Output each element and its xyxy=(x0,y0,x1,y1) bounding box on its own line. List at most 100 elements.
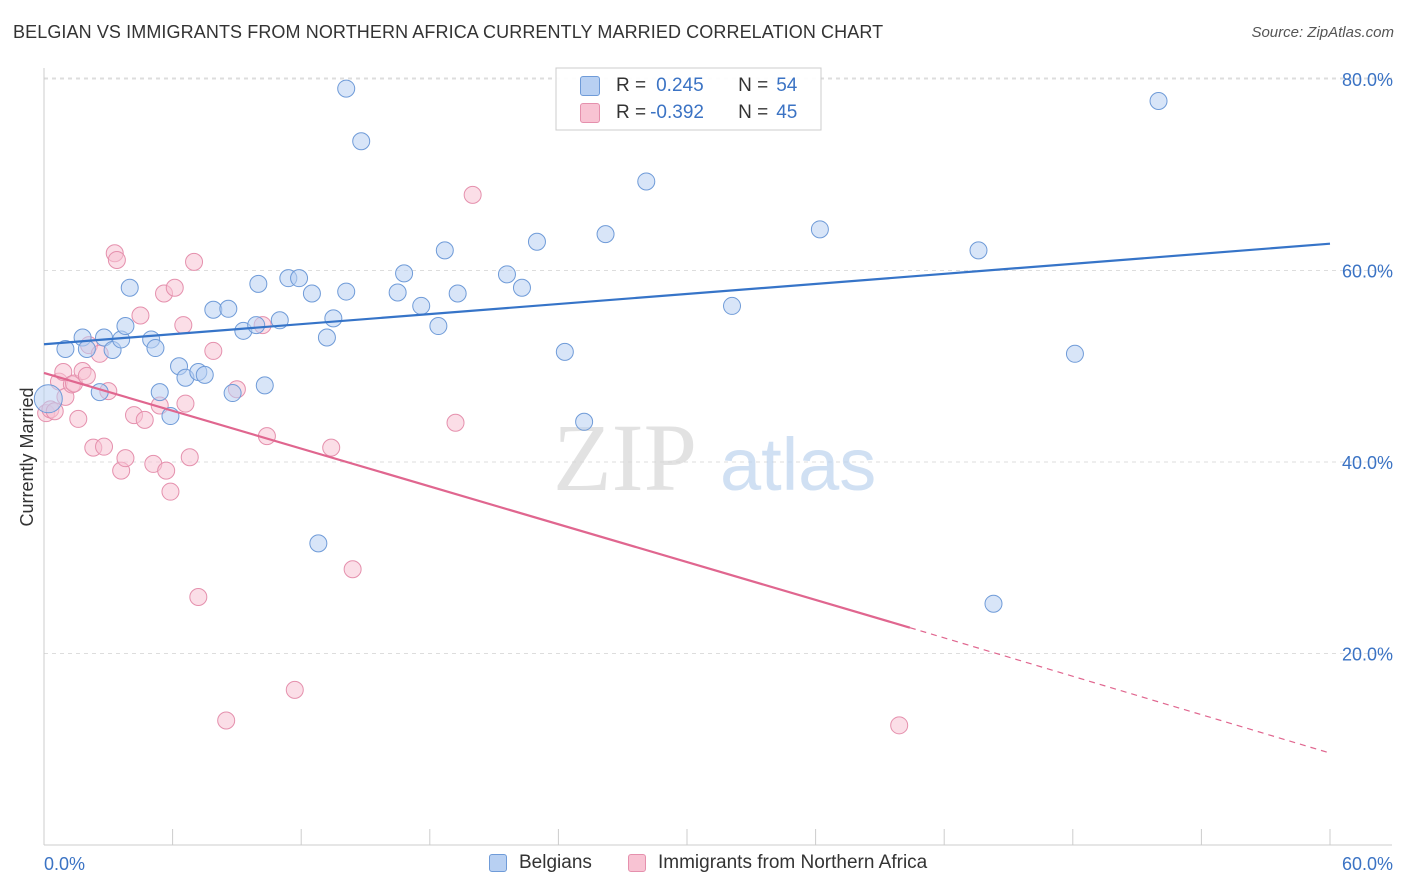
series-belgians-points xyxy=(33,79,1168,613)
belgian-point xyxy=(146,339,165,358)
belgian-point xyxy=(527,232,546,251)
belgian-point xyxy=(395,264,414,283)
gridlines xyxy=(44,77,1392,654)
belgian-point xyxy=(116,317,135,336)
belgian-point xyxy=(448,284,467,303)
belgian-point xyxy=(596,225,615,244)
x-axis-tick-labels: 0.0% 60.0% xyxy=(44,854,1393,874)
series-immigrants-points xyxy=(37,185,909,735)
belgian-point xyxy=(1149,92,1168,111)
belgian-point xyxy=(412,296,431,315)
y-tick-label: 20.0% xyxy=(1342,645,1393,665)
belgian-point xyxy=(497,265,516,284)
immigrants-trend-line xyxy=(43,371,911,629)
n-label: N = xyxy=(738,102,769,123)
x-tick-label-max: 60.0% xyxy=(1342,854,1393,874)
belgian-point xyxy=(984,594,1003,613)
belgian-point xyxy=(255,376,274,395)
immigrant-point xyxy=(176,394,195,413)
r-label: R = xyxy=(616,102,647,123)
watermark-atlas: atlas xyxy=(720,423,876,506)
immigrant-point xyxy=(463,185,482,204)
y-axis-tick-labels: 20.0% 40.0% 60.0% 80.0% xyxy=(1342,70,1393,665)
x-axis-ticks xyxy=(172,829,1331,845)
belgian-point xyxy=(247,316,266,335)
r-label: R = xyxy=(616,75,647,96)
immigrant-point xyxy=(890,716,909,735)
legend-swatch-immigrants xyxy=(628,854,646,872)
y-tick-label: 80.0% xyxy=(1342,70,1393,90)
correlation-row-immigrants: R = -0.392 N = 45 xyxy=(580,102,797,124)
immigrant-point xyxy=(131,306,150,325)
belgian-point xyxy=(302,284,321,303)
belgian-point xyxy=(388,283,407,302)
n-value: 54 xyxy=(776,75,798,96)
belgian-point xyxy=(337,282,356,301)
x-tick-label-min: 0.0% xyxy=(44,854,85,874)
belgian-point xyxy=(249,274,268,293)
legend-item-immigrants: Immigrants from Northern Africa xyxy=(628,852,927,874)
watermark-zip: ZIP xyxy=(553,404,697,511)
belgian-point xyxy=(337,79,356,98)
immigrants-swatch xyxy=(580,103,600,123)
belgian-point xyxy=(575,412,594,431)
belgian-point xyxy=(317,328,336,347)
belgian-point xyxy=(969,241,988,260)
belgians-swatch xyxy=(580,76,600,96)
correlation-row-belgians: R = 0.245 N = 54 xyxy=(580,75,797,97)
immigrant-point xyxy=(285,680,304,699)
belgian-point xyxy=(290,269,309,288)
immigrant-point xyxy=(322,438,341,457)
belgian-point xyxy=(120,278,139,297)
belgian-point xyxy=(435,241,454,260)
belgian-point xyxy=(555,342,574,361)
immigrant-point xyxy=(116,449,135,468)
immigrant-point xyxy=(189,588,208,607)
belgian-point xyxy=(324,309,343,328)
immigrant-point xyxy=(77,366,96,385)
immigrant-point xyxy=(204,341,223,360)
legend-item-belgians: Belgians xyxy=(489,852,592,874)
n-label: N = xyxy=(738,75,769,96)
legend-label-belgians: Belgians xyxy=(519,852,592,873)
y-tick-label: 60.0% xyxy=(1342,262,1393,282)
r-value: -0.392 xyxy=(650,102,704,123)
immigrant-point xyxy=(69,409,88,428)
chart-title: BELGIAN VS IMMIGRANTS FROM NORTHERN AFRI… xyxy=(13,22,884,42)
y-tick-label: 40.0% xyxy=(1342,453,1393,473)
belgian-point xyxy=(352,132,371,151)
immigrant-point xyxy=(446,413,465,432)
immigrant-point xyxy=(180,448,199,467)
immigrant-point xyxy=(161,482,180,501)
belgian-point xyxy=(219,299,238,318)
immigrant-point xyxy=(343,560,362,579)
y-axis-label: Currently Married xyxy=(17,387,37,526)
r-value: 0.245 xyxy=(656,75,704,96)
belgian-point xyxy=(150,383,169,402)
watermark: ZIP atlas xyxy=(553,404,876,511)
belgians-trend-line xyxy=(43,242,1331,346)
belgian-point xyxy=(56,340,75,359)
immigrant-point xyxy=(135,410,154,429)
belgian-point xyxy=(723,296,742,315)
immigrant-point xyxy=(157,461,176,480)
immigrants-trend-extension xyxy=(909,627,1331,754)
immigrant-point xyxy=(185,252,204,271)
n-value: 45 xyxy=(776,102,798,123)
legend-label-immigrants: Immigrants from Northern Africa xyxy=(658,852,928,873)
belgian-point xyxy=(429,317,448,336)
belgian-point xyxy=(223,384,242,403)
belgian-point xyxy=(637,172,656,191)
immigrant-point xyxy=(95,437,114,456)
belgian-point xyxy=(77,340,96,359)
belgian-point xyxy=(309,534,328,553)
immigrant-point xyxy=(217,711,236,730)
belgian-point xyxy=(512,278,531,297)
immigrant-point xyxy=(174,316,193,335)
belgian-point xyxy=(33,384,63,414)
legend-swatch-belgians xyxy=(489,854,507,872)
immigrant-point xyxy=(107,250,126,269)
belgian-point xyxy=(1065,344,1084,363)
belgian-point xyxy=(204,300,223,319)
